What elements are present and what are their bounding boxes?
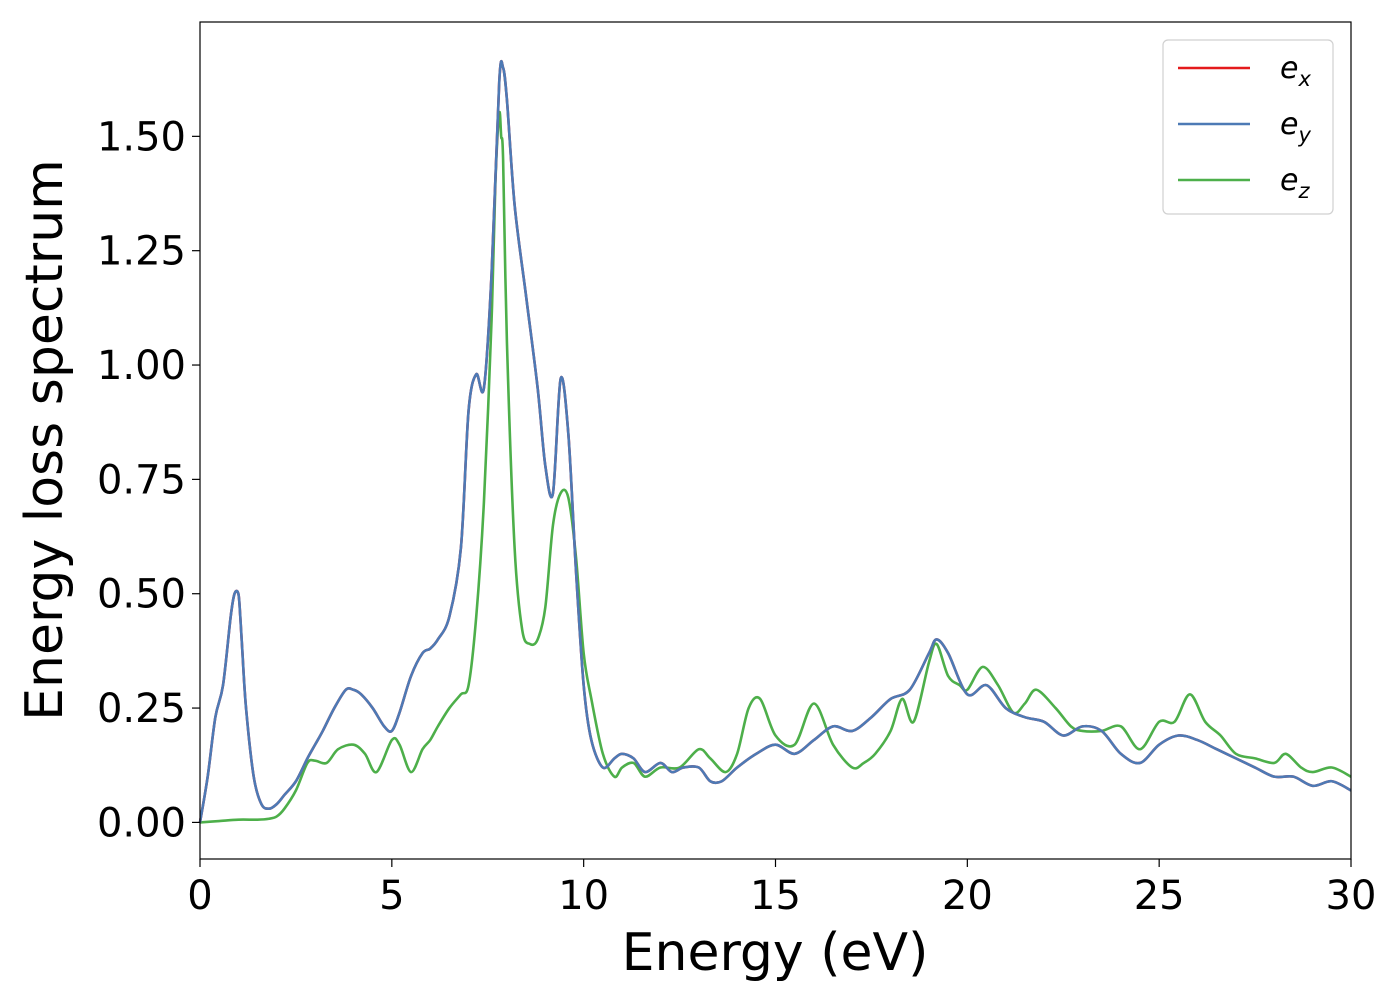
y-tick-label: 1.25 xyxy=(97,229,186,275)
y-tick-label: 0.00 xyxy=(97,800,186,846)
legend-label-z: ez xyxy=(1280,163,1310,203)
legend-box xyxy=(1162,39,1334,215)
y-tick-label: 1.00 xyxy=(97,343,186,389)
y-tick-label: 0.50 xyxy=(97,572,186,618)
y-tick-label: 1.50 xyxy=(97,114,186,160)
y-ticks: 0.00 0.25 0.50 0.75 1.00 1.25 1.50 xyxy=(97,114,200,846)
x-tick-label: 10 xyxy=(558,873,609,919)
legend: ex ey ez xyxy=(1162,39,1334,215)
x-tick-label: 5 xyxy=(379,873,404,919)
x-tick-label: 0 xyxy=(187,873,212,919)
series-layer xyxy=(198,59,1352,824)
series-line-y xyxy=(198,59,1352,823)
x-tick-label: 25 xyxy=(1134,873,1185,919)
x-ticks: 0 5 10 15 20 25 30 xyxy=(187,859,1376,919)
y-tick-label: 0.25 xyxy=(97,686,186,732)
x-tick-label: 15 xyxy=(750,873,801,919)
y-tick-label: 0.75 xyxy=(97,457,186,503)
x-tick-label: 30 xyxy=(1326,873,1377,919)
legend-label-y: ey xyxy=(1280,107,1311,147)
x-tick-label: 20 xyxy=(942,873,993,919)
series-line-z xyxy=(199,110,1352,824)
x-axis-label: Energy (eV) xyxy=(622,923,929,983)
y-axis-label: Energy loss spectrum xyxy=(15,159,75,721)
legend-label-x: ex xyxy=(1280,51,1311,91)
